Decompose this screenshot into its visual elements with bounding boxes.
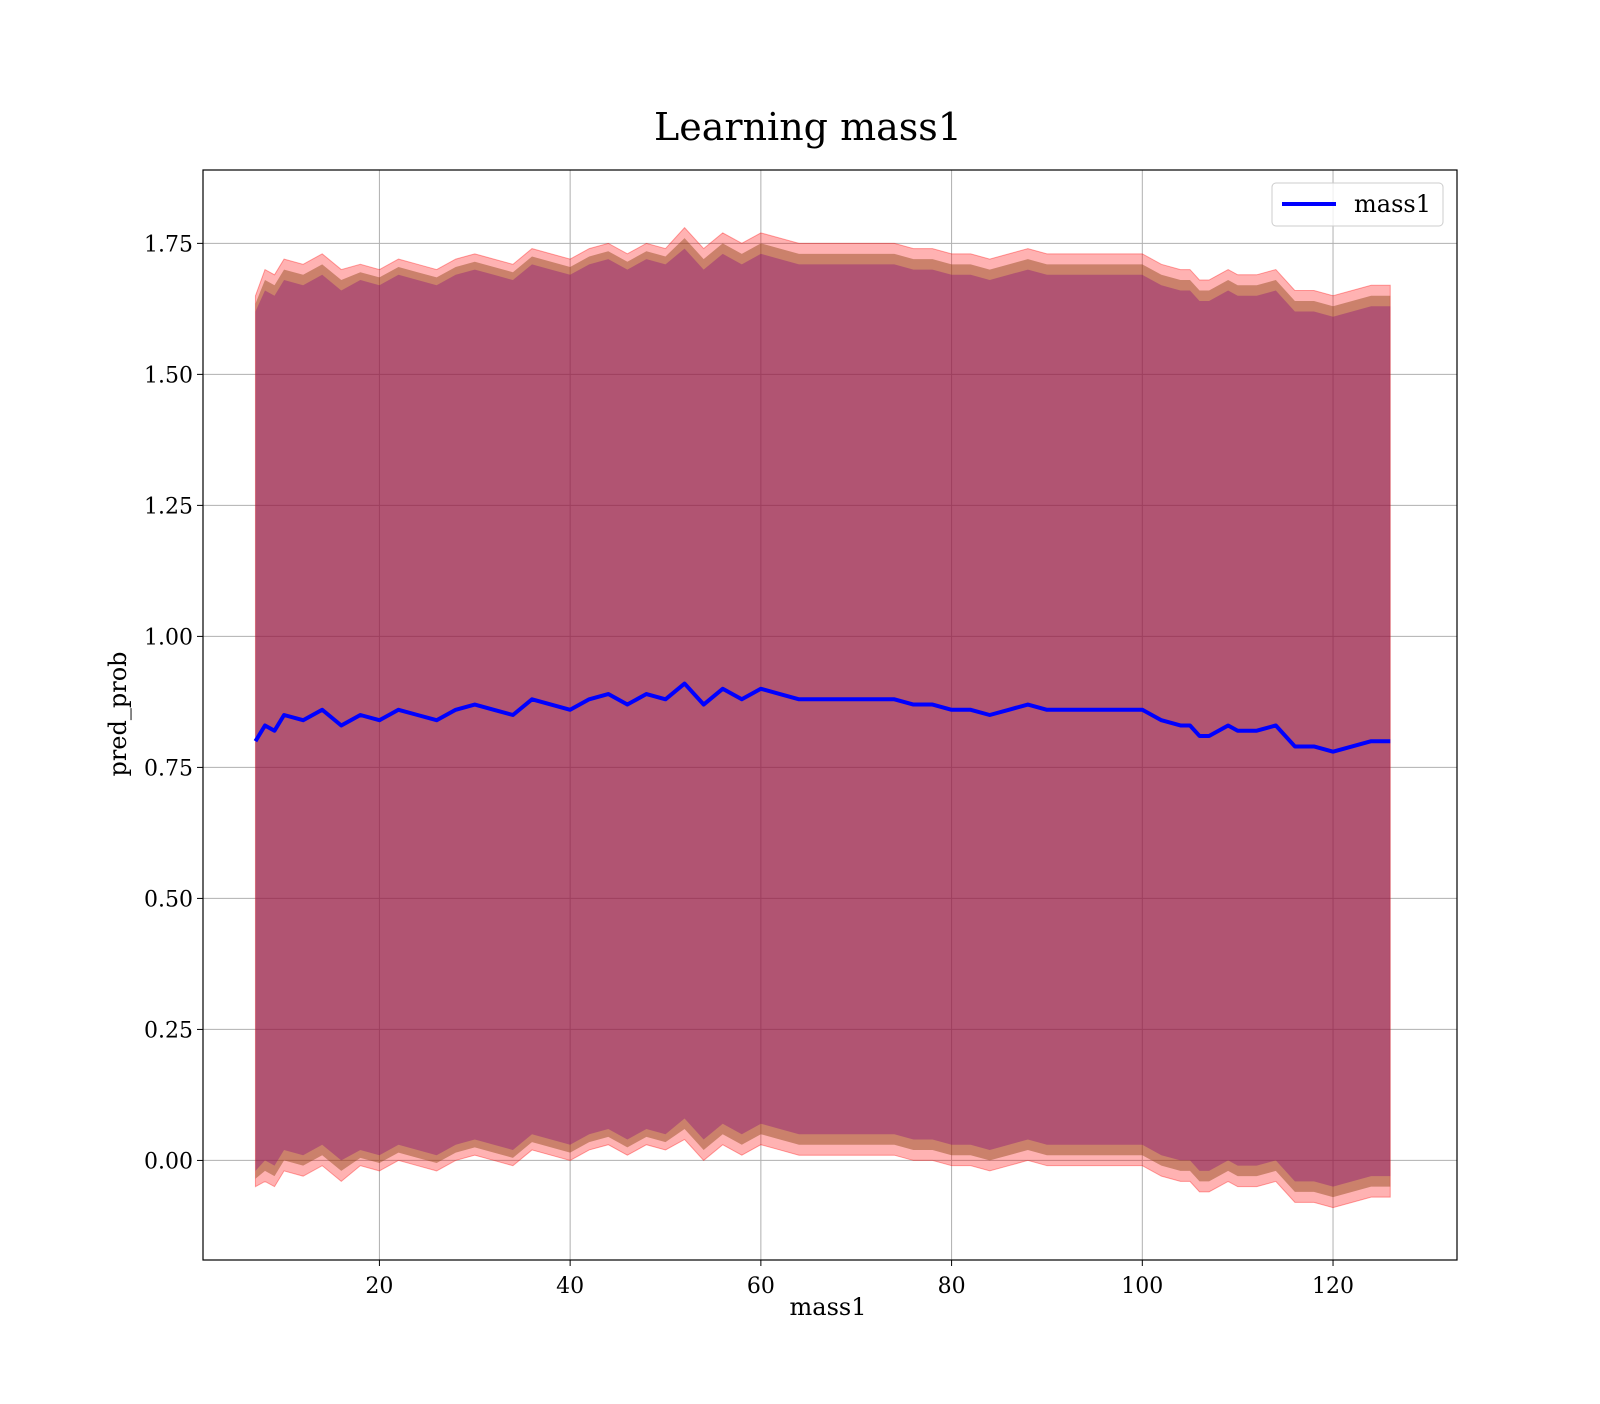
x-tick-label-20: 20 [365, 1274, 393, 1299]
series-line-mass1 [253, 681, 1391, 754]
y-tick-label-1.00: 1.00 [144, 625, 193, 650]
y-tick-label-1.25: 1.25 [144, 494, 193, 519]
uncertainty-bands [254, 226, 1391, 1209]
legend-label-mass1: mass1 [1354, 190, 1431, 218]
x-tick-label-80: 80 [938, 1274, 966, 1299]
band-inner [255, 248, 1391, 1187]
x-tick-label-100: 100 [1121, 1274, 1163, 1299]
grid-lines [203, 170, 1457, 1260]
band-middle [255, 238, 1391, 1198]
series-lines [253, 681, 1391, 754]
y-tick-label-0.75: 0.75 [144, 756, 193, 781]
y-axis-label: pred_prob [104, 651, 132, 776]
x-tick-label-120: 120 [1312, 1274, 1354, 1299]
y-tick-label-0.50: 0.50 [144, 887, 193, 912]
plot-frame [202, 169, 1458, 1261]
x-axis-label: mass1 [790, 1293, 867, 1321]
legend-box [1271, 182, 1444, 227]
y-tick-label-0.00: 0.00 [144, 1149, 193, 1174]
y-tick-label-1.75: 1.75 [144, 232, 193, 257]
x-tick-label-60: 60 [747, 1274, 775, 1299]
axis-ticks: 20 40 60 80 100 120 0.00 0.25 0.50 0.75 1.00 1.25 1.… [144, 232, 1354, 1299]
y-tick-label-0.25: 0.25 [144, 1018, 193, 1043]
legend: mass1 [1271, 182, 1444, 227]
band-outer [254, 226, 1391, 1209]
x-tick-label-40: 40 [556, 1274, 584, 1299]
chart-title: Learning mass1 [654, 105, 962, 149]
y-tick-label-1.50: 1.50 [144, 363, 193, 388]
